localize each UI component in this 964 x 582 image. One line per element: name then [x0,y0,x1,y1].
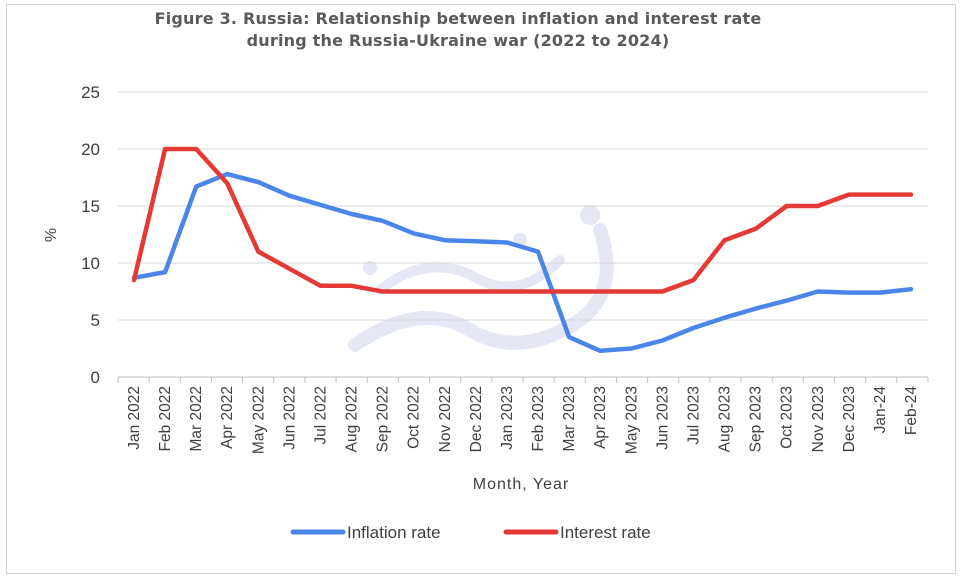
y-tick-label: 10 [81,254,100,273]
y-tick-label: 20 [81,140,100,159]
x-tick-label: May 2022 [250,386,267,454]
chart-title: Figure 3. Russia: Relationship between i… [0,8,916,52]
series-lines [131,146,914,354]
series-line-interest-rate [131,146,914,294]
gridlines [118,91,928,321]
x-tick-label: Sep 2023 [748,386,765,452]
x-tick-label: Apr 2022 [219,386,236,449]
x-tick-label: Mar 2022 [188,386,205,451]
x-tick-label: Jan 2023 [499,386,516,450]
x-tick-label: Jun 2023 [654,386,671,450]
legend-item-interest-rate: Interest rate [503,523,651,542]
legend-item-inflation-rate: Inflation rate [290,523,441,542]
chart-title-line-1: Figure 3. Russia: Relationship between i… [154,9,762,28]
x-tick-label: Jul 2022 [312,386,329,445]
x-tick-label: Feb-24 [903,386,920,435]
y-tick-label: 15 [81,197,100,216]
x-tick-label: Nov 2022 [437,386,454,452]
x-tick-label: Oct 2023 [779,386,796,449]
x-axis-label: Month, Year [473,476,569,493]
x-tick-label: Feb 2023 [530,386,547,452]
x-tick-label: Jul 2023 [685,386,702,445]
legend-label: Interest rate [560,523,651,542]
chart-title-line-2: during the Russia-Ukraine war (2022 to 2… [246,31,670,50]
x-tick-label: Jan 2022 [126,386,143,450]
x-tick-label: Oct 2022 [406,386,423,449]
x-tick-label: Apr 2023 [592,386,609,449]
series-line-inflation-rate [131,171,914,354]
y-tick-label: 0 [91,368,100,387]
x-tick-label: Jun 2022 [281,386,298,450]
x-tick-label: Dec 2023 [841,386,858,452]
x-tick-label: Dec 2022 [468,386,485,452]
legend-label: Inflation rate [347,523,441,542]
y-axis-label: % [43,228,60,242]
x-tick-label: Aug 2023 [717,386,734,452]
chart-frame [6,4,956,574]
x-tick-label: Aug 2022 [344,386,361,452]
x-tick-label: Sep 2022 [375,386,392,452]
x-tick-label: Nov 2023 [810,386,827,452]
x-tick-label: May 2023 [623,386,640,454]
x-tick-label: Feb 2022 [157,386,174,452]
legend: Inflation rate Interest rate [290,523,651,542]
x-axis-ticks: Jan 2022 Feb 2022 Mar 2022 Apr 2022 May 2022… [117,377,929,454]
x-tick-label: Jan-24 [872,386,889,434]
x-tick-label: Mar 2023 [561,386,578,451]
y-axis-ticks: 0 5 10 15 20 25 [81,83,100,387]
y-tick-label: 25 [81,83,100,102]
y-tick-label: 5 [91,311,100,330]
